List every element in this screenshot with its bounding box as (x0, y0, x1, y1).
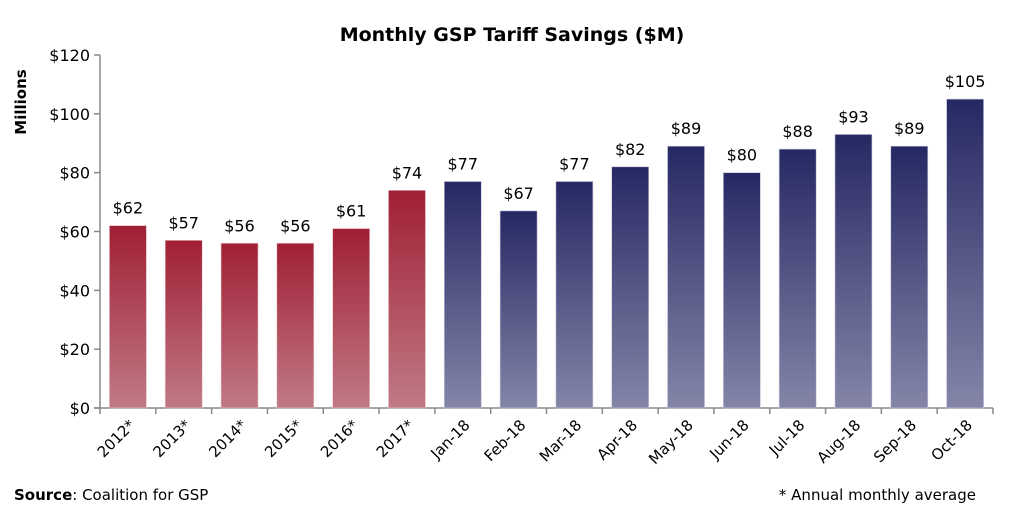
data-label: $89 (671, 119, 702, 138)
data-label: $56 (280, 216, 311, 235)
bar (443, 181, 482, 409)
data-label: $77 (448, 154, 479, 173)
y-tick-label: $20 (59, 340, 90, 359)
x-tick-label: Jan-18 (426, 416, 473, 463)
bar (723, 172, 761, 409)
data-label: $62 (113, 199, 144, 218)
x-tick-label: Apr-18 (593, 416, 641, 464)
data-label: $74 (392, 163, 423, 182)
x-tick-label: 2015* (261, 416, 306, 461)
source-text: : Coalition for GSP (72, 486, 209, 504)
x-tick-label: May-18 (645, 416, 697, 468)
data-label: $67 (503, 184, 534, 203)
bar (388, 190, 426, 409)
y-tick-label: $0 (70, 399, 90, 418)
x-tick-label: 2016* (317, 416, 362, 461)
y-tick-label: $100 (49, 105, 90, 124)
y-tick-label: $120 (49, 46, 90, 65)
source-note: Source: Coalition for GSP (14, 486, 208, 504)
x-tick-label: Feb-18 (481, 416, 530, 465)
x-tick-label: 2014* (205, 416, 250, 461)
x-tick-label: Jun-18 (705, 416, 752, 463)
y-tick-label: $40 (59, 281, 90, 300)
source-label: Source (14, 486, 73, 504)
data-label: $80 (727, 146, 758, 165)
bar (611, 166, 650, 409)
x-tick-label: Aug-18 (814, 416, 865, 467)
x-tick-label: Mar-18 (536, 416, 585, 465)
data-label: $105 (945, 72, 986, 91)
bar (276, 242, 315, 409)
data-label: $93 (838, 107, 869, 126)
y-tick-label: $80 (59, 164, 90, 183)
bar (778, 148, 817, 409)
bar (667, 145, 705, 409)
data-label: $61 (336, 202, 367, 221)
bar (890, 145, 929, 409)
data-label: $88 (782, 122, 813, 141)
data-label: $77 (559, 154, 590, 173)
x-tick-label: 2012* (94, 416, 139, 461)
chart-title: Monthly GSP Tariff Savings ($M) (339, 24, 685, 46)
x-tick-label: Jul-18 (765, 416, 809, 460)
y-tick-label: $60 (59, 223, 90, 242)
data-label: $56 (224, 216, 255, 235)
x-tick-label: 2013* (150, 416, 195, 461)
x-tick-label: Sep-18 (870, 416, 920, 466)
y-axis-label: Millions (12, 69, 30, 134)
data-label: $82 (615, 140, 646, 159)
bar (946, 98, 984, 409)
bar (109, 225, 147, 409)
bar (499, 210, 538, 409)
bar (555, 181, 594, 409)
data-label: $89 (894, 119, 925, 138)
data-label: $57 (168, 213, 199, 232)
bar (834, 134, 873, 409)
x-tick-label: 2017* (373, 416, 418, 461)
bar (332, 228, 370, 409)
bar (220, 242, 259, 409)
bar (164, 240, 203, 409)
footnote: * Annual monthly average (778, 486, 976, 504)
x-tick-label: Oct-18 (928, 416, 976, 464)
